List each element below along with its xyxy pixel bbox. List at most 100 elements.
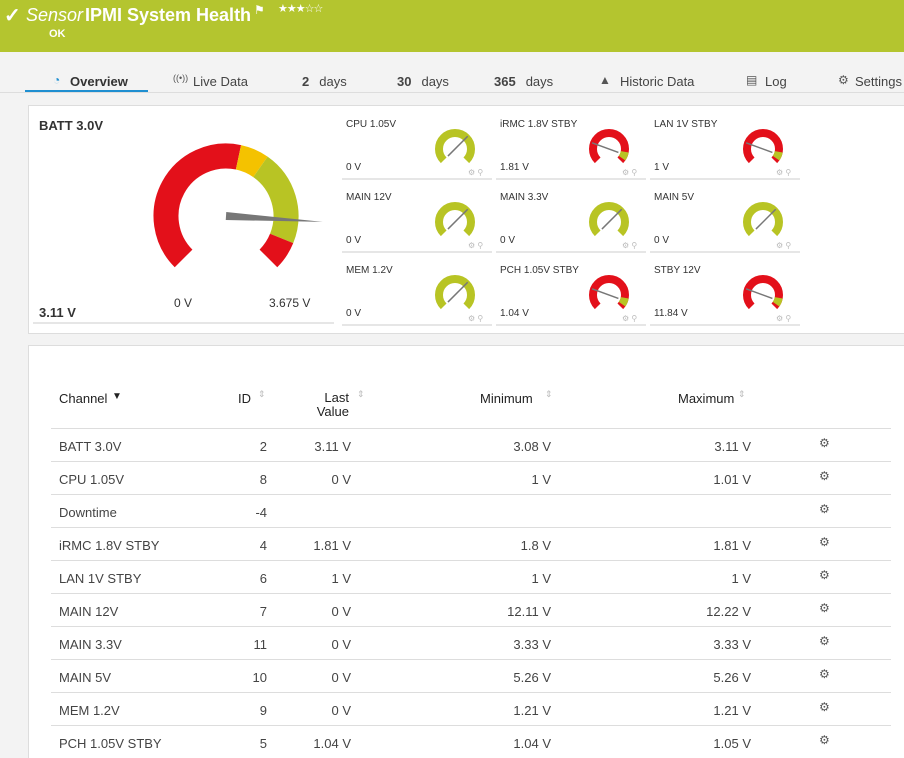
- row-settings[interactable]: ⚙: [819, 733, 830, 747]
- table-cell: 12.22 V: [706, 604, 751, 619]
- main-gauge-name: BATT 3.0V: [39, 118, 104, 133]
- gauge-name: PCH 1.05V STBY: [500, 265, 579, 276]
- tab[interactable]: 2 days: [302, 74, 347, 89]
- gauge-value: 11.84 V: [654, 308, 688, 319]
- row-settings[interactable]: ⚙: [819, 634, 830, 648]
- main-gauge-min: 0 V: [174, 296, 193, 310]
- column-header[interactable]: ID: [238, 391, 251, 406]
- tab-count[interactable]: 365: [494, 74, 516, 89]
- row-settings[interactable]: ⚙: [819, 469, 830, 483]
- gauge-actions[interactable]: ⚙ ⚲: [468, 168, 483, 177]
- table-cell: 1.05 V: [713, 736, 751, 751]
- gauge-actions[interactable]: ⚙ ⚲: [468, 314, 483, 323]
- tab[interactable]: Log: [765, 74, 787, 89]
- gauge-name: MEM 1.2V: [346, 265, 393, 276]
- sort-icon[interactable]: ⇕: [738, 389, 746, 399]
- row-divider: [51, 725, 891, 726]
- small-gauge-zone: [772, 296, 783, 307]
- row-divider: [51, 560, 891, 561]
- tab-label[interactable]: Historic Data: [620, 74, 695, 89]
- tab[interactable]: Live Data: [193, 74, 248, 89]
- gauge-name: STBY 12V: [654, 265, 701, 276]
- sort-icon[interactable]: ⇕: [545, 389, 553, 399]
- small-gauge-zone: [772, 150, 783, 161]
- table-cell: 1.81 V: [313, 538, 351, 553]
- table-cell: 0 V: [331, 670, 351, 685]
- table-cell: 1.04 V: [513, 736, 551, 751]
- gauge-value: 0 V: [346, 308, 362, 319]
- status: OK: [49, 28, 66, 40]
- tab-label[interactable]: days: [421, 74, 449, 89]
- tab[interactable]: Historic Data: [620, 74, 694, 89]
- tab-label[interactable]: Settings: [855, 74, 902, 89]
- row-divider: [51, 494, 891, 495]
- tab-icon: ▲: [599, 73, 611, 87]
- gauge-actions[interactable]: ⚙ ⚲: [622, 168, 637, 177]
- tab[interactable]: 365 days: [494, 74, 553, 89]
- tab-divider: [0, 92, 904, 93]
- row-divider: [51, 593, 891, 594]
- table-cell: 8: [259, 472, 267, 487]
- tab[interactable]: 30 days: [397, 74, 449, 89]
- tab[interactable]: Settings: [855, 74, 902, 89]
- sort-icon[interactable]: ⇕: [258, 389, 266, 399]
- tab-label[interactable]: days: [525, 74, 554, 89]
- gauge-actions[interactable]: ⚙ ⚲: [776, 314, 791, 323]
- tab-label[interactable]: days: [319, 74, 347, 89]
- row-settings[interactable]: ⚙: [819, 700, 830, 714]
- table-cell: 5: [259, 736, 267, 751]
- table-cell: BATT 3.0V: [59, 439, 122, 454]
- table-cell: -4: [255, 505, 267, 520]
- table-cell: 3.08 V: [513, 439, 551, 454]
- small-gauge-needle: [447, 135, 469, 157]
- column-header[interactable]: Maximum: [678, 391, 735, 406]
- gauge-actions[interactable]: ⚙ ⚲: [622, 314, 637, 323]
- gauge-actions[interactable]: ⚙ ⚲: [776, 168, 791, 177]
- gauge-value: 1 V: [654, 162, 670, 173]
- overview-panel: ⚙ ⚲ ⚙ ⚲ ⚙ ⚲ ⚙ ⚲ ⚙ ⚲ ⚙ ⚲ ⚙ ⚲ ⚙ ⚲ ⚙ ⚲ BATT 3.0V 3.1…: [28, 105, 904, 334]
- table-cell: 3.11 V: [314, 439, 351, 454]
- header: ✓ Sensor IPMI System Health ⚑ ★★★☆☆ OK: [0, 0, 904, 52]
- row-settings[interactable]: ⚙: [819, 502, 830, 516]
- table-cell: 0 V: [331, 703, 351, 718]
- gauge-actions[interactable]: ⚙ ⚲: [622, 241, 637, 250]
- column-header[interactable]: Last Value: [316, 390, 349, 419]
- sort-icon[interactable]: ▼: [112, 391, 122, 402]
- small-gauge-needle: [447, 281, 469, 303]
- table-cell: 5.26 V: [513, 670, 551, 685]
- table-cell: 10: [252, 670, 267, 685]
- small-gauge-arc: [435, 275, 475, 310]
- row-settings[interactable]: ⚙: [819, 535, 830, 549]
- sort-icon[interactable]: ⇕: [357, 389, 365, 399]
- tab-count[interactable]: 2: [302, 74, 310, 89]
- row-settings[interactable]: ⚙: [819, 436, 830, 450]
- row-divider: [51, 527, 891, 528]
- table-cell: 6: [259, 571, 267, 586]
- title: IPMI System Health: [85, 5, 252, 25]
- rating[interactable]: ★★★☆☆: [278, 3, 323, 15]
- table-cell: 3.33 V: [513, 637, 551, 652]
- table-cell: 4: [259, 538, 267, 553]
- tab-label[interactable]: Live Data: [193, 74, 248, 89]
- column-header[interactable]: Channel: [59, 391, 108, 406]
- gauge-name: iRMC 1.8V STBY: [500, 119, 578, 130]
- table-cell: 1 V: [531, 472, 551, 487]
- small-gauge-arc: [435, 129, 475, 164]
- tab-label[interactable]: Overview: [70, 74, 128, 89]
- gauges: ⚙ ⚲ ⚙ ⚲ ⚙ ⚲ ⚙ ⚲ ⚙ ⚲ ⚙ ⚲ ⚙ ⚲ ⚙ ⚲ ⚙ ⚲: [33, 129, 800, 326]
- small-gauge-arc: [589, 275, 629, 310]
- row-divider: [51, 461, 891, 462]
- row-settings[interactable]: ⚙: [819, 667, 830, 681]
- table-cell: 0 V: [331, 604, 351, 619]
- tab[interactable]: Overview: [70, 74, 128, 89]
- column-header[interactable]: Minimum: [480, 391, 533, 406]
- row-settings[interactable]: ⚙: [819, 601, 830, 615]
- gauge-actions[interactable]: ⚙ ⚲: [468, 241, 483, 250]
- tab-icon: ▤: [746, 73, 758, 87]
- flag-icon[interactable]: ⚑: [254, 3, 265, 17]
- gauge-actions[interactable]: ⚙ ⚲: [776, 241, 791, 250]
- tab-label[interactable]: Log: [765, 74, 787, 89]
- tab-count[interactable]: 30: [397, 74, 412, 89]
- row-settings[interactable]: ⚙: [819, 568, 830, 582]
- table-cell: 1.01 V: [713, 472, 751, 487]
